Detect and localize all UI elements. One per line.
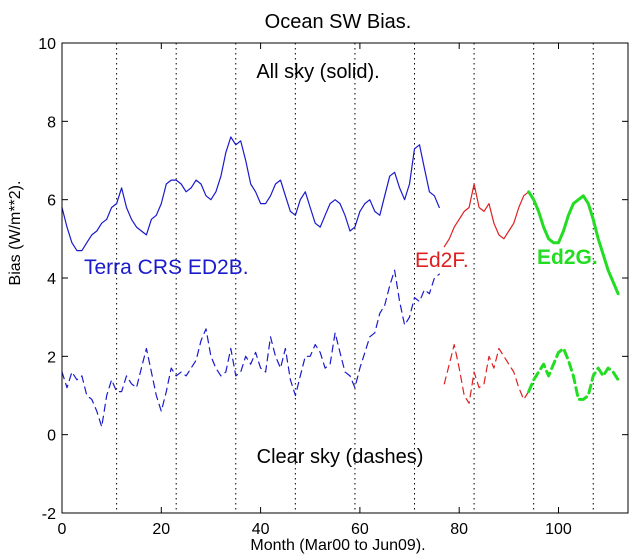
series-line-terra-clear-sky xyxy=(61,269,440,428)
y-axis-label: Bias (W/m**2). xyxy=(7,181,24,286)
x-tick-label: 100 xyxy=(545,521,572,538)
y-tick-label: 6 xyxy=(47,193,56,210)
y-tick-label: 8 xyxy=(47,114,56,131)
x-axis-label: Month (Mar00 to Jun09). xyxy=(250,537,425,554)
series-line-ed2g-clear-sky xyxy=(527,347,620,401)
y-tick-label: -2 xyxy=(42,506,56,523)
annotation-ed2g: Ed2G. xyxy=(537,246,598,269)
annotation-clear-sky: Clear sky (dashes) xyxy=(257,446,424,468)
y-tick-label: 2 xyxy=(47,349,56,366)
chart-title: Ocean SW Bias. xyxy=(265,11,412,33)
annotation-all-sky: All sky (solid). xyxy=(256,61,379,83)
series-line-ed2f-clear-sky xyxy=(443,344,530,404)
x-tick-label: 20 xyxy=(152,521,170,538)
series-line-ed2f-all-sky xyxy=(443,183,530,248)
x-tick-label: 40 xyxy=(252,521,270,538)
x-tick-label: 60 xyxy=(351,521,369,538)
series-line-terra-all-sky xyxy=(61,136,440,252)
y-tick-label: 4 xyxy=(47,271,56,288)
y-tick-label: 10 xyxy=(38,36,56,53)
x-tick-label: 80 xyxy=(450,521,468,538)
x-tick-label: 0 xyxy=(58,521,67,538)
annotation-terra: Terra CRS ED2B. xyxy=(84,256,249,279)
vertical-reference-lines xyxy=(116,43,594,513)
series-layer xyxy=(61,136,620,428)
annotation-ed2f: Ed2F. xyxy=(415,249,469,272)
series-line-ed2g-all-sky xyxy=(527,190,620,296)
y-tick-label: 0 xyxy=(47,428,56,445)
